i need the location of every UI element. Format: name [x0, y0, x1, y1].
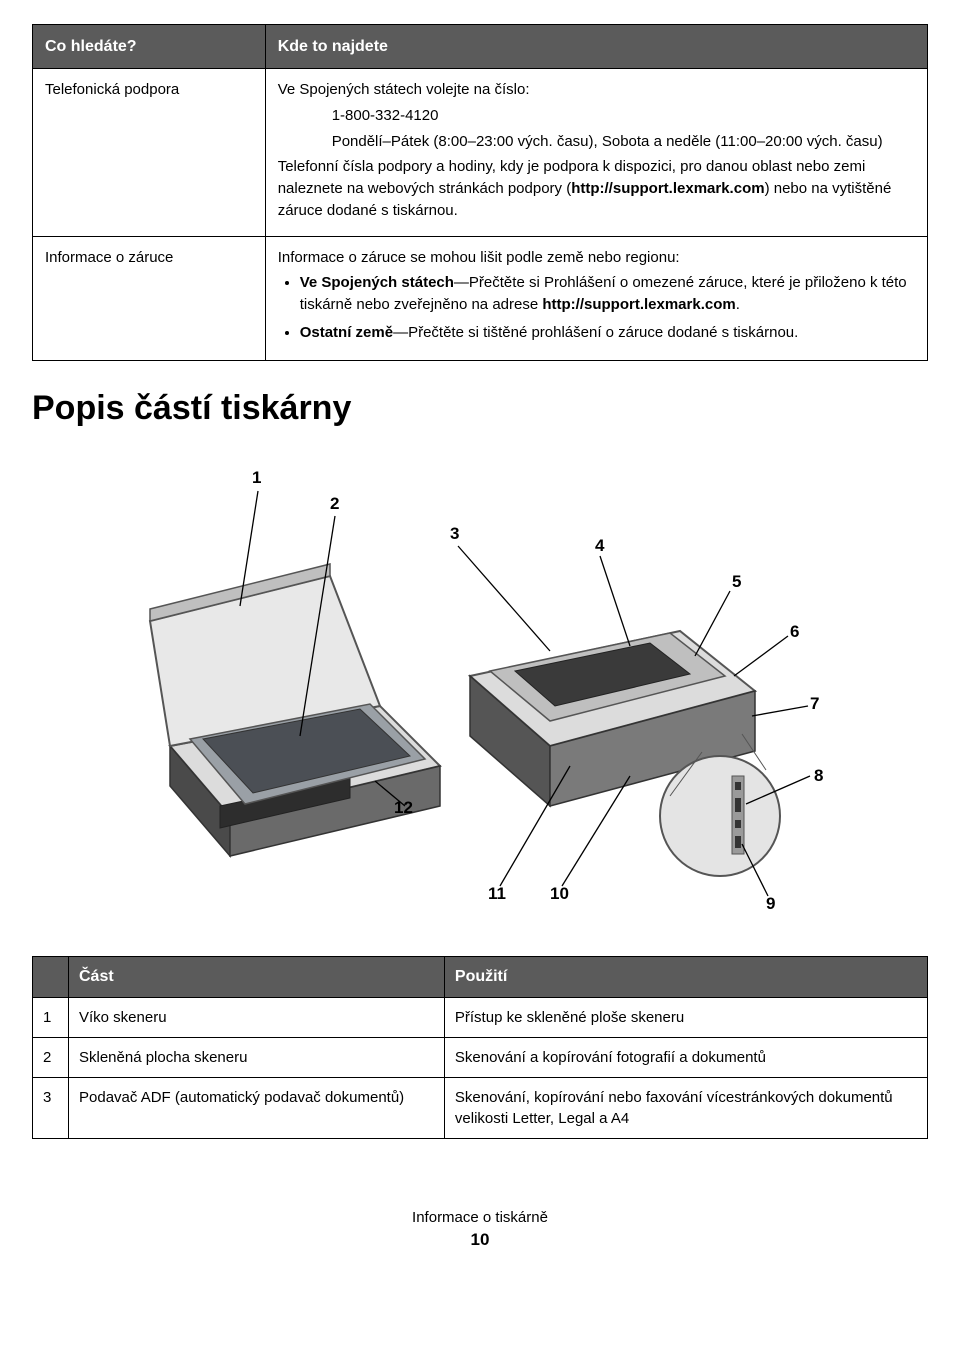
printer-illustration — [130, 446, 830, 926]
info-paragraph: Pondělí–Pátek (8:00–23:00 vých. času), S… — [332, 131, 915, 153]
parts-header-corner — [33, 956, 69, 997]
parts-row-number: 2 — [33, 1038, 69, 1078]
callout-9: 9 — [766, 894, 775, 914]
callout-3: 3 — [450, 524, 459, 544]
info-row-content: Informace o záruce se mohou lišit podle … — [265, 236, 927, 360]
parts-row-part: Skleněná plocha skeneru — [69, 1038, 445, 1078]
parts-row: 1Víko skeneruPřístup ke skleněné ploše s… — [33, 998, 928, 1038]
callout-4: 4 — [595, 536, 604, 556]
callout-12: 12 — [394, 798, 413, 818]
info-row: Informace o záruce Informace o záruce se … — [33, 236, 928, 360]
parts-row-use: Přístup ke skleněné ploše skeneru — [444, 998, 927, 1038]
parts-header-part: Část — [69, 956, 445, 997]
parts-row-number: 3 — [33, 1078, 69, 1139]
info-bullet: Ve Spojených státech—Přečtěte si Prohláš… — [300, 272, 915, 316]
parts-row-number: 1 — [33, 998, 69, 1038]
info-row-label: Telefonická podpora — [33, 69, 266, 237]
callout-8: 8 — [814, 766, 823, 786]
parts-row: 2Skleněná plocha skeneruSkenování a kopí… — [33, 1038, 928, 1078]
parts-row: 3Podavač ADF (automatický podavač dokume… — [33, 1078, 928, 1139]
info-lead: Informace o záruce se mohou lišit podle … — [278, 247, 915, 269]
callout-7: 7 — [810, 694, 819, 714]
callout-1: 1 — [252, 468, 261, 488]
parts-table: Část Použití 1Víko skeneruPřístup ke skl… — [32, 956, 928, 1139]
info-table: Co hledáte? Kde to najdete Telefonická p… — [32, 24, 928, 361]
info-row-label: Informace o záruce — [33, 236, 266, 360]
parts-row-part: Podavač ADF (automatický podavač dokumen… — [69, 1078, 445, 1139]
footer-page-number: 10 — [32, 1230, 928, 1250]
parts-row-part: Víko skeneru — [69, 998, 445, 1038]
page-root: Co hledáte? Kde to najdete Telefonická p… — [0, 0, 960, 1290]
info-bullet: Ostatní země—Přečtěte si tištěné prohláš… — [300, 322, 915, 344]
callout-11: 11 — [488, 884, 506, 904]
info-bullet-list: Ve Spojených státech—Přečtěte si Prohláš… — [278, 272, 915, 343]
info-row: Telefonická podporaVe Spojených státech … — [33, 69, 928, 237]
printer-diagram: 1 2 3 4 5 6 7 8 9 10 11 12 — [32, 446, 928, 926]
section-heading: Popis částí tiskárny — [32, 389, 928, 428]
footer-title: Informace o tiskárně — [32, 1209, 928, 1226]
parts-header-use: Použití — [444, 956, 927, 997]
callout-2: 2 — [330, 494, 339, 514]
info-paragraph: 1-800-332-4120 — [332, 105, 915, 127]
info-row-content: Ve Spojených státech volejte na číslo: 1-… — [265, 69, 927, 237]
callout-6: 6 — [790, 622, 799, 642]
page-footer: Informace o tiskárně 10 — [32, 1209, 928, 1250]
info-header-col2: Kde to najdete — [265, 25, 927, 69]
callout-5: 5 — [732, 572, 741, 592]
info-paragraph: Telefonní čísla podpory a hodiny, kdy je… — [278, 156, 915, 221]
info-header-col1: Co hledáte? — [33, 25, 266, 69]
parts-row-use: Skenování a kopírování fotografií a doku… — [444, 1038, 927, 1078]
callout-10: 10 — [550, 884, 569, 904]
parts-row-use: Skenování, kopírování nebo faxování více… — [444, 1078, 927, 1139]
info-paragraph: Ve Spojených státech volejte na číslo: — [278, 79, 915, 101]
